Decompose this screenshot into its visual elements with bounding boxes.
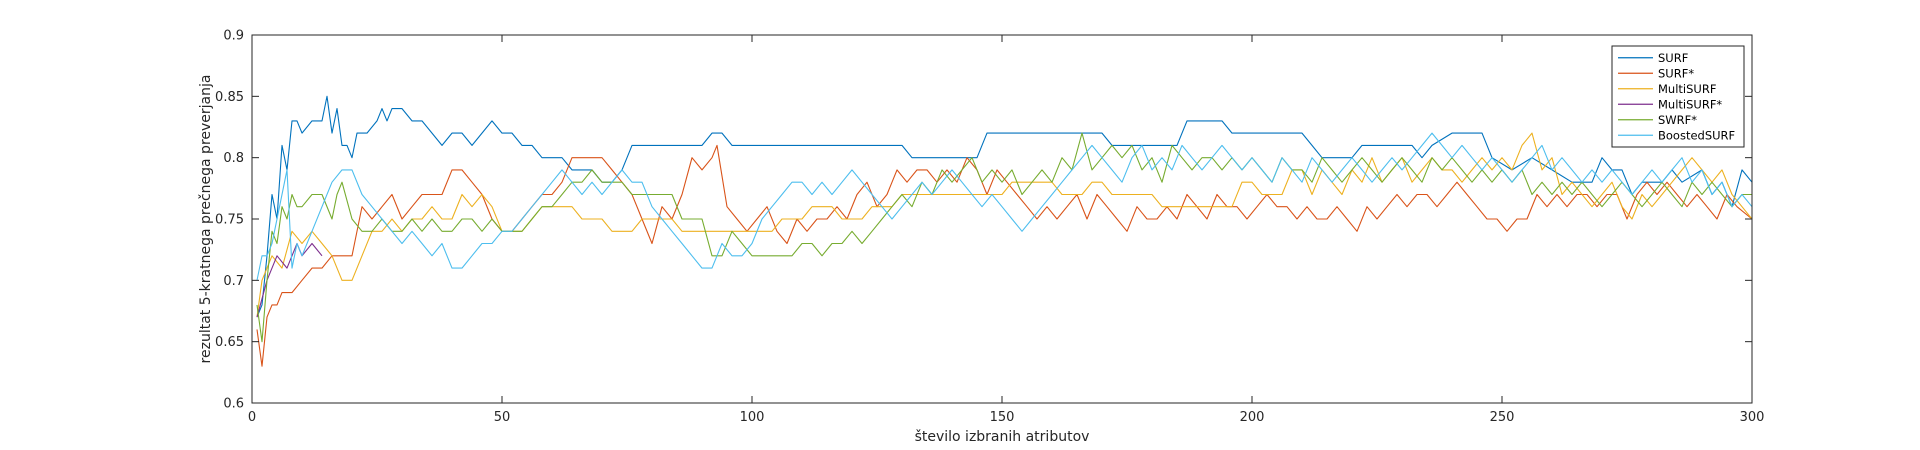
x-axis-label: število izbranih atributov xyxy=(915,429,1090,445)
legend-entry: MultiSURF xyxy=(1658,82,1716,96)
y-tick-label: 0.9 xyxy=(223,29,244,44)
axes: 0 50 100 150 200 250 300 0.6 0.65 0.7 0.75 0.8 0.85 0… xyxy=(215,29,1764,426)
y-tick-label: 0.8 xyxy=(223,151,244,166)
y-tick-label: 0.65 xyxy=(215,335,244,350)
legend-entry: MultiSURF* xyxy=(1658,97,1722,111)
y-tick-label: 0.85 xyxy=(215,90,244,105)
x-tick-label: 100 xyxy=(740,410,765,425)
legend-box xyxy=(1611,45,1745,148)
legend-entry: SURF* xyxy=(1658,66,1694,80)
x-tick-label: 50 xyxy=(494,410,511,425)
plot-background xyxy=(252,35,1752,403)
x-tick-label: 250 xyxy=(1490,410,1515,425)
series-lines xyxy=(256,95,1753,367)
x-tick-label: 300 xyxy=(1740,410,1765,425)
y-tick-label: 0.75 xyxy=(215,213,244,228)
y-axis-label: rezultat 5-kratnega prečnega preverjanja xyxy=(198,75,214,364)
legend-entry: SURF xyxy=(1658,51,1688,65)
series-line-boostedsurf xyxy=(256,132,1753,281)
y-tick-label: 0.7 xyxy=(223,274,244,289)
plot-area xyxy=(252,35,1752,403)
series-line-multisurf-star xyxy=(256,242,323,318)
x-tick-label: 150 xyxy=(990,410,1015,425)
legend-entry: SWRF* xyxy=(1658,113,1697,127)
y-tick-label: 0.6 xyxy=(223,397,244,412)
x-tick-label: 0 xyxy=(248,410,256,425)
x-tick-label: 200 xyxy=(1240,410,1265,425)
legend-entry: BoostedSURF xyxy=(1658,128,1735,142)
